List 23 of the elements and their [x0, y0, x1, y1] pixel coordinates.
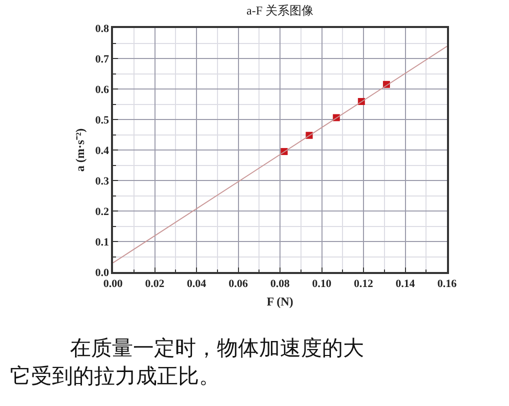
x-axis-title: F (N) [266, 294, 294, 308]
x-tick-label: 0.02 [145, 278, 165, 290]
y-axis-title: a (m·s⁻²) [73, 128, 88, 172]
x-tick-label: 0.00 [103, 278, 124, 290]
y-tick-label: 0.2 [95, 206, 110, 218]
x-tick-label: 0.10 [312, 278, 332, 290]
x-tick-label: 0.06 [228, 278, 248, 290]
y-tick-label: 0.5 [95, 114, 110, 126]
text: 在质量一定时，物体加速度的大 [70, 336, 364, 360]
y-tick-label: 0.4 [95, 144, 110, 157]
y-tick-label: 0.3 [95, 175, 110, 188]
x-tick-label: 0.14 [396, 278, 416, 290]
x-tick-label: 0.16 [437, 278, 458, 290]
y-tick-label: 0.6 [95, 84, 110, 96]
x-tick-label: 0.04 [186, 278, 207, 290]
x-tick-label: 0.12 [354, 278, 374, 290]
y-tick-label: 0.8 [95, 22, 110, 35]
y-tick-label: 0.0 [95, 266, 110, 279]
chart-title: a-F 关系图像 [246, 3, 314, 18]
y-tick-label: 0.7 [95, 53, 110, 66]
x-tick-label: 0.08 [270, 278, 290, 290]
y-tick-label: 0.1 [95, 236, 110, 248]
text: 它受到的拉力成正比。 [10, 364, 220, 388]
